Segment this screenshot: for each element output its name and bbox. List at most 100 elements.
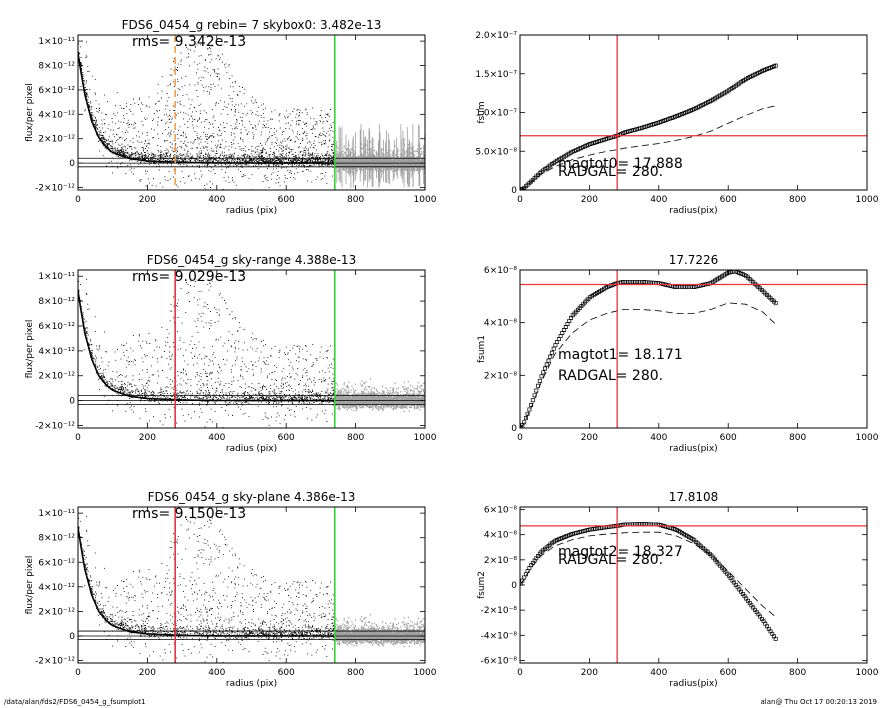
- axes-frame: [519, 269, 868, 429]
- chart-fsum: 0 200 400 600 800 1000 0 5.0×10⁻⁸ 1.0×10⁻⁷ 1.5×10…: [475, 31, 878, 216]
- y-tick-label: 0: [69, 397, 75, 407]
- y-tick-label: 4×10⁻⁸: [484, 531, 517, 541]
- sky-points: [334, 613, 425, 648]
- chart-title: FDS6_0454_g rebin= 7 skybox0: 3.482e-13: [122, 18, 382, 32]
- axes-frame: [77, 34, 426, 191]
- y-tick-label: 2×10⁻¹²: [38, 607, 75, 617]
- profile-curve: [78, 53, 335, 164]
- x-tick-label: 1000: [856, 433, 879, 443]
- footer-path: /data/alan/fds2/FDS6_0454_g_fsumplot1: [4, 698, 146, 706]
- plot-area: [520, 522, 867, 641]
- y-tick-label: 6×10⁻¹²: [38, 86, 75, 96]
- y-tick-label: 2×10⁻¹²: [38, 135, 75, 145]
- x-tick-label: 600: [720, 195, 737, 205]
- rms-annotation: rms= 9.029e-13: [132, 269, 246, 285]
- cumulative-markers: [520, 270, 778, 428]
- x-tick-label: 0: [75, 195, 81, 205]
- axes-frame: [77, 269, 426, 429]
- y-tick-label: 4×10⁻¹²: [38, 583, 75, 593]
- footer-timestamp: alan@ Thu Oct 17 00:20:13 2019: [760, 698, 878, 706]
- dashed-curve: [520, 302, 778, 428]
- x-tick-label: 800: [789, 433, 806, 443]
- x-axis-label: radius (pix): [226, 206, 277, 216]
- y-tick-label: -6×10⁻⁸: [481, 656, 518, 666]
- chart-fsum2: 0 200 400 600 800 1000 -6×10⁻⁸ -4×10⁻⁸ -2×10⁻⁸ 0 2…: [477, 490, 879, 689]
- x-tick-label: 400: [650, 668, 667, 678]
- plot-area: [78, 270, 425, 428]
- y-tick-label: 4×10⁻¹²: [38, 110, 75, 120]
- plot-area: [78, 507, 425, 663]
- y-tick-label: 2×10⁻¹²: [38, 372, 75, 382]
- x-tick-label: 200: [581, 668, 598, 678]
- x-tick-label: 0: [517, 433, 523, 443]
- y-axis-label: fsum1: [477, 335, 487, 363]
- x-tick-label: 600: [278, 433, 295, 443]
- plot-area: [78, 35, 425, 190]
- plot-area: [520, 270, 867, 428]
- chart-title: 17.7226: [669, 253, 719, 267]
- y-axis-label: flux/per pixel: [25, 320, 35, 379]
- y-tick-label: 1.0×10⁻⁷: [475, 109, 517, 119]
- x-tick-label: 1000: [856, 668, 879, 678]
- x-tick-label: 400: [208, 433, 225, 443]
- y-tick-label: 8×10⁻¹²: [38, 534, 75, 544]
- y-tick-label: -2×10⁻⁸: [481, 606, 518, 616]
- y-tick-label: -2×10⁻¹²: [35, 422, 75, 432]
- y-tick-label: 8×10⁻¹²: [38, 62, 75, 72]
- x-tick-label: 600: [278, 668, 295, 678]
- x-tick-label: 200: [581, 433, 598, 443]
- y-axis-label: fsum: [477, 101, 487, 123]
- y-axis-label: fsum2: [477, 571, 487, 599]
- y-tick-label: 2×10⁻⁸: [484, 556, 517, 566]
- chart-flux2: 0 200 400 600 800 1000-2×10⁻¹²02×10⁻¹²4×10⁻¹²…: [25, 253, 437, 454]
- radgal-label: RADGAL= 280.: [558, 164, 663, 180]
- x-tick-label: 800: [347, 433, 364, 443]
- magtot-label: magtot2= 18.327: [558, 544, 683, 560]
- magtot-label: magtot0= 17.888: [558, 156, 683, 172]
- x-axis-label: radius (pix): [226, 444, 277, 454]
- chart-flux1: 0 200 400 600 800 1000-2×10⁻¹²02×10⁻¹²4×10⁻¹²…: [25, 18, 437, 216]
- y-tick-label: -2×10⁻¹²: [35, 657, 75, 667]
- chart-title: FDS6_0454_g sky-plane 4.386e-13: [148, 490, 356, 504]
- y-axis-label: flux/per pixel: [25, 556, 35, 615]
- plot-area: [520, 63, 867, 190]
- x-tick-label: 400: [208, 195, 225, 205]
- x-tick-label: 200: [139, 433, 156, 443]
- x-tick-label: 400: [650, 433, 667, 443]
- chart-fsum1: 0 200 400 600 800 1000 0 2×10⁻⁸ 4×10⁻⁸ 6×10⁻⁸ radi…: [477, 253, 879, 454]
- x-tick-label: 1000: [414, 433, 437, 443]
- x-tick-label: 1000: [414, 195, 437, 205]
- axes-frame: [519, 506, 868, 664]
- x-tick-label: 400: [650, 195, 667, 205]
- x-axis-label: radius(pix): [669, 206, 717, 216]
- dashed-curve: [520, 531, 778, 619]
- radgal-label: RADGAL= 280.: [558, 552, 663, 568]
- x-axis-label: radius(pix): [669, 444, 717, 454]
- y-tick-label: 5.0×10⁻⁸: [475, 147, 517, 157]
- x-tick-label: 800: [347, 668, 364, 678]
- y-tick-label: 6×10⁻¹²: [38, 558, 75, 568]
- y-tick-label: 1×10⁻¹¹: [38, 37, 75, 47]
- axes-frame: [77, 506, 426, 664]
- y-axis-label: flux/per pixel: [25, 83, 35, 142]
- y-tick-label: 0: [69, 632, 75, 642]
- x-tick-label: 400: [208, 668, 225, 678]
- y-tick-label: 6×10⁻⁸: [484, 506, 517, 516]
- y-tick-label: 6×10⁻⁸: [484, 266, 517, 276]
- rms-annotation: rms= 9.150e-13: [132, 506, 246, 522]
- sky-points: [334, 378, 425, 412]
- profile-curve: [78, 290, 335, 402]
- y-tick-label: 2.0×10⁻⁷: [475, 31, 517, 41]
- x-axis-label: radius(pix): [669, 679, 717, 689]
- y-tick-label: 0: [511, 581, 517, 591]
- x-tick-label: 200: [139, 668, 156, 678]
- x-tick-label: 600: [278, 195, 295, 205]
- y-tick-label: 0: [511, 186, 517, 196]
- x-tick-label: 0: [75, 668, 81, 678]
- x-tick-label: 800: [789, 195, 806, 205]
- y-tick-label: 6×10⁻¹²: [38, 322, 75, 332]
- y-tick-label: -4×10⁻⁸: [481, 631, 518, 641]
- y-tick-label: 0: [511, 424, 517, 434]
- y-tick-label: 8×10⁻¹²: [38, 297, 75, 307]
